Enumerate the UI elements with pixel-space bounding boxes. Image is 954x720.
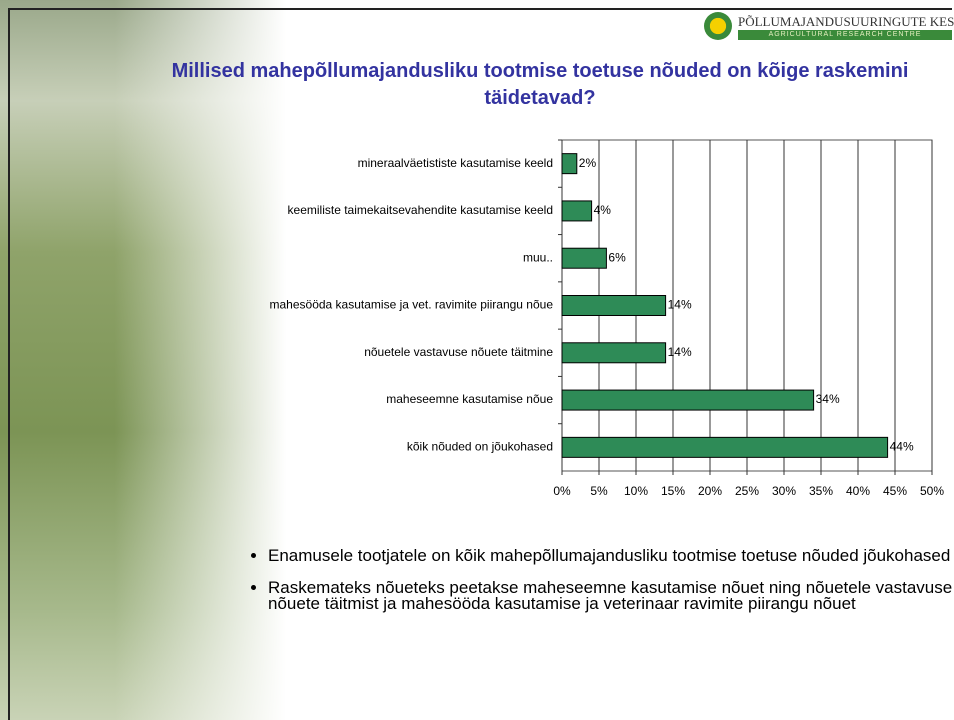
bar [562, 343, 666, 363]
x-tick-label: 50% [920, 484, 944, 498]
x-tick-label: 25% [735, 484, 759, 498]
y-tick-label: muu.. [523, 250, 553, 264]
bar [562, 296, 666, 316]
bar [562, 437, 888, 457]
y-tick-label: maheseemne kasutamise nõue [386, 392, 553, 406]
x-tick-label: 30% [772, 484, 796, 498]
data-label: 44% [890, 440, 914, 454]
data-label: 6% [608, 250, 626, 264]
bullet: Raskemateks nõueteks peetakse maheseemne… [268, 580, 954, 612]
y-tick-label: kõik nõuded on jõukohased [407, 440, 553, 454]
x-tick-label: 45% [883, 484, 907, 498]
slide: PÕLLUMAJANDUSUURINGUTE KESKUS AGRICULTUR… [0, 0, 954, 720]
x-tick-label: 35% [809, 484, 833, 498]
data-label: 2% [579, 156, 597, 170]
data-label: 14% [668, 298, 692, 312]
y-tick-label: keemiliste taimekaitsevahendite kasutami… [288, 203, 553, 217]
x-tick-label: 20% [698, 484, 722, 498]
bar [562, 154, 577, 174]
x-tick-label: 5% [590, 484, 608, 498]
x-tick-label: 15% [661, 484, 685, 498]
bar [562, 201, 592, 221]
y-tick-label: nõuetele vastavuse nõuete täitmine [364, 345, 553, 359]
y-tick-label: mineraalväetististe kasutamise keeld [358, 156, 553, 170]
data-label: 4% [594, 203, 612, 217]
bullet: Enamusele tootjatele on kõik mahepõlluma… [268, 548, 954, 564]
data-label: 14% [668, 345, 692, 359]
data-label: 34% [816, 392, 840, 406]
bar [562, 390, 814, 410]
x-tick-label: 40% [846, 484, 870, 498]
bullet-list: Enamusele tootjatele on kõik mahepõlluma… [238, 548, 954, 628]
x-tick-label: 0% [553, 484, 571, 498]
x-tick-label: 10% [624, 484, 648, 498]
y-tick-label: mahesööda kasutamise ja vet. ravimite pi… [270, 298, 554, 312]
bar [562, 248, 606, 268]
